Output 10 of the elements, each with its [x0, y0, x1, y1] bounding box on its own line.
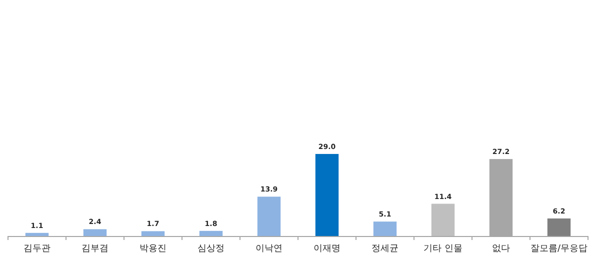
x-tick-label: 김부겸: [82, 244, 108, 254]
x-tick-label: 박용진: [140, 244, 166, 254]
x-tick-label: 심상정: [198, 244, 224, 254]
x-tick-label: 잘모름/무응답: [530, 244, 588, 254]
x-tick-label: 이낙연: [256, 244, 282, 254]
x-tick-label: 정세균: [372, 244, 398, 254]
x-tick-label: 없다: [492, 244, 510, 254]
x-tick-label: 김두관: [24, 244, 50, 254]
x-tick-label: 이재명: [314, 244, 340, 254]
x-tick-label: 기타 인물: [424, 244, 462, 254]
